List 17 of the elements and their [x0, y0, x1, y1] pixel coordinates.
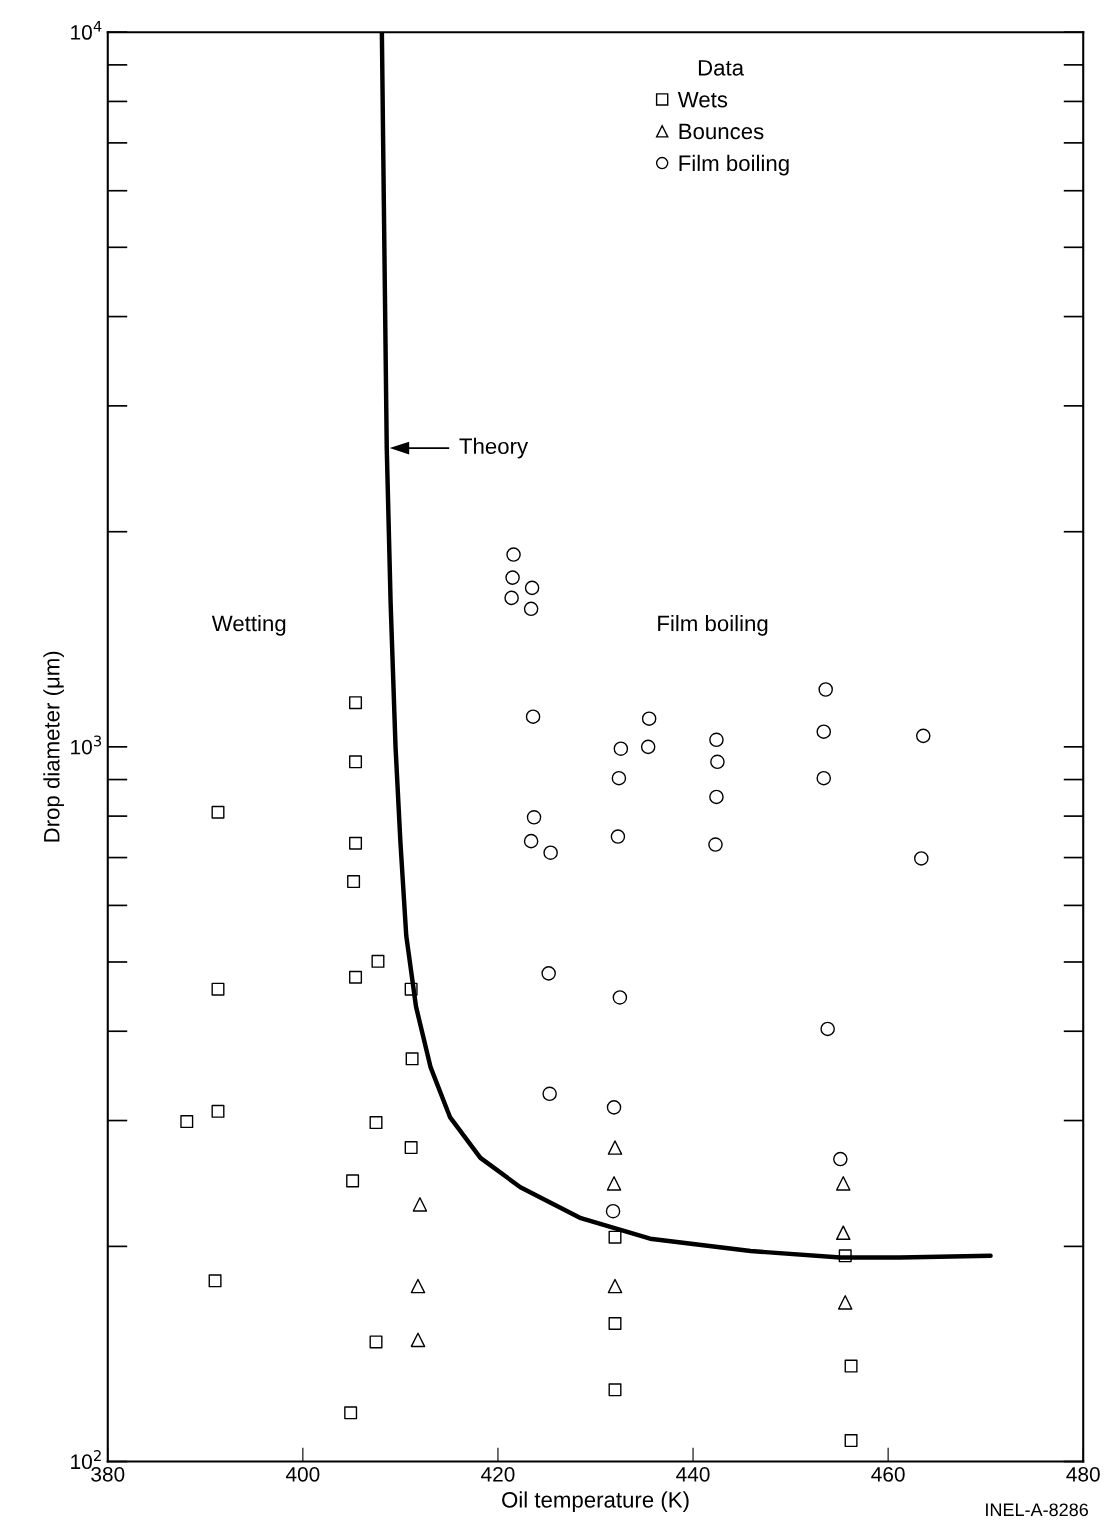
legend-label: Wets: [677, 91, 728, 108]
x-tick-label: 440: [676, 1466, 710, 1482]
x-tick-label: 400: [285, 1466, 320, 1482]
y-tick-label: 10$^{3}$: [71, 735, 102, 755]
x-axis-title: Oil temperature (K): [502, 1491, 689, 1513]
text: INEL-A-8286: [986, 1503, 1088, 1517]
annotation: Wetting: [211, 615, 286, 636]
y-axis-title: Drop diameter (μm): [43, 651, 65, 842]
x-tick-label: 420: [481, 1466, 515, 1482]
annotation: Theory: [459, 437, 529, 459]
y-tick-label: 10$^{4}$: [71, 20, 102, 40]
legend-label: Film boiling: [679, 154, 789, 176]
x-tick-label: 460: [871, 1466, 905, 1482]
legend-label: Bounces: [679, 123, 764, 140]
x-tick-label: 480: [1066, 1466, 1100, 1482]
legend-title: Data: [698, 60, 745, 76]
annotation: Film boiling: [658, 615, 768, 636]
